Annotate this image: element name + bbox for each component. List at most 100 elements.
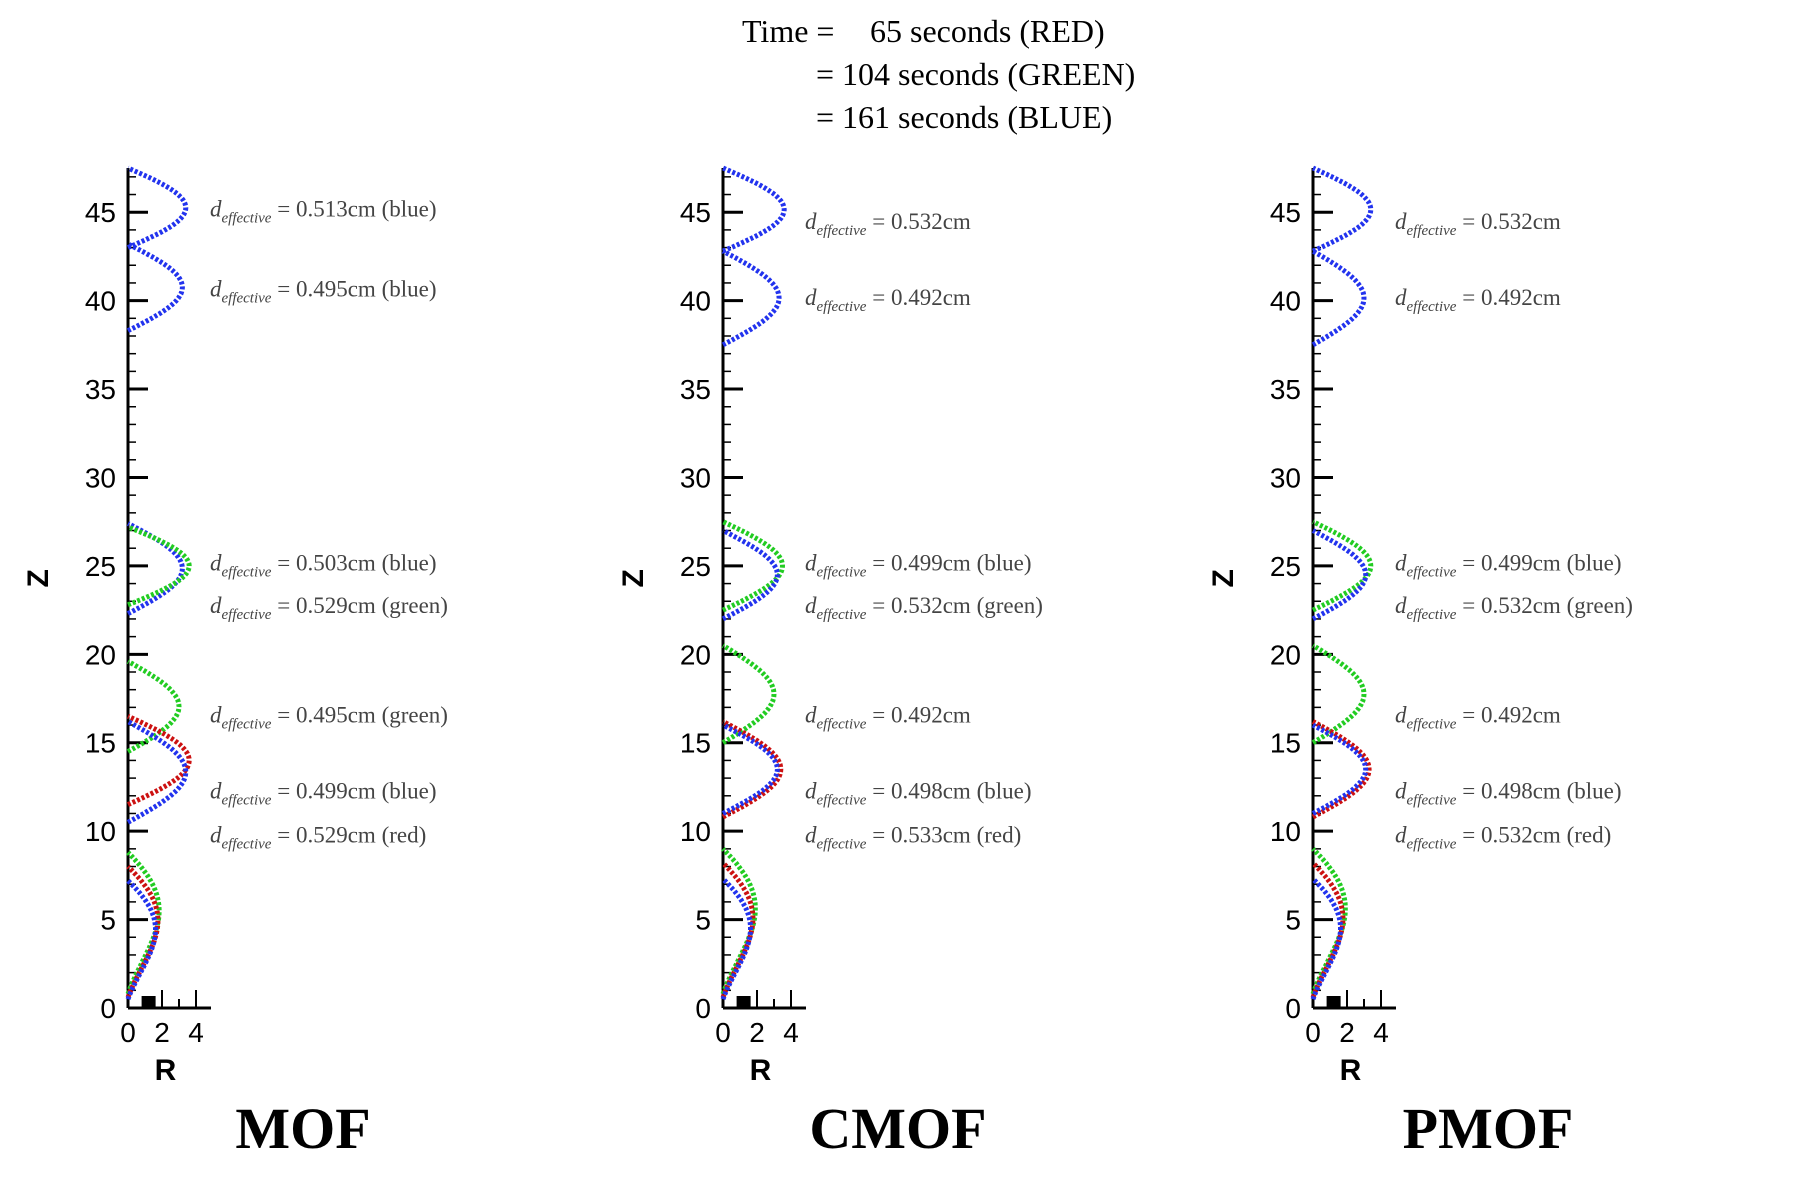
z-tick-label: 20 bbox=[1270, 639, 1301, 670]
diameter-value: 0.533cm bbox=[891, 823, 971, 848]
z-tick-label: 35 bbox=[680, 374, 711, 405]
r-axis-title: R bbox=[1340, 1054, 1362, 1087]
interface-red-8 bbox=[1310, 861, 1346, 999]
diameter-annotation: deffective = 0.532cm (red) bbox=[1395, 823, 1611, 853]
z-axis-title: Z bbox=[617, 569, 650, 587]
interface-red-5 bbox=[1311, 719, 1372, 820]
diameter-color-tag: (blue) bbox=[376, 778, 437, 803]
diameter-color-tag: (blue) bbox=[971, 550, 1032, 575]
interface-blue-6 bbox=[1311, 722, 1369, 816]
z-tick-label: 20 bbox=[85, 639, 116, 670]
z-tick-label: 5 bbox=[695, 905, 711, 936]
r-tick-label: 0 bbox=[1305, 1017, 1321, 1048]
diameter-annotation: deffective = 0.532cm bbox=[1395, 209, 1561, 239]
diameter-value: 0.503cm bbox=[296, 550, 376, 575]
interface-green-4 bbox=[126, 659, 182, 754]
diameter-value: 0.529cm bbox=[296, 593, 376, 618]
diameter-value: 0.492cm bbox=[1481, 702, 1561, 727]
diameter-value: 0.532cm bbox=[891, 593, 971, 618]
z-tick-label: 45 bbox=[85, 197, 116, 228]
diameter-value: 0.532cm bbox=[891, 209, 971, 234]
diameter-color-tag: (blue) bbox=[1561, 550, 1622, 575]
diameter-annotation: deffective = 0.492cm bbox=[805, 702, 971, 732]
r-axis-title: R bbox=[155, 1054, 177, 1087]
diameter-annotation: deffective = 0.495cm (green) bbox=[210, 702, 448, 732]
diameter-color-tag: (red) bbox=[1561, 823, 1611, 848]
interface-blue-6 bbox=[126, 719, 189, 825]
interface-red-8 bbox=[125, 864, 161, 999]
diameter-color-tag: (blue) bbox=[971, 778, 1032, 803]
diameter-annotation: deffective = 0.499cm (blue) bbox=[805, 550, 1031, 580]
z-tick-label: 5 bbox=[100, 905, 116, 936]
interface-blue-9 bbox=[1310, 877, 1343, 1001]
z-tick-label: 10 bbox=[85, 816, 116, 847]
z-tick-label: 0 bbox=[695, 993, 711, 1024]
diameter-annotation: deffective = 0.495cm (blue) bbox=[210, 276, 436, 306]
panel-title: PMOF bbox=[1403, 1096, 1574, 1161]
diameter-value: 0.498cm bbox=[1481, 778, 1561, 803]
diameter-value: 0.532cm bbox=[1481, 823, 1561, 848]
diameter-color-tag: (green) bbox=[971, 593, 1043, 618]
r-tick-label: 2 bbox=[749, 1017, 765, 1048]
diameter-annotation: deffective = 0.529cm (green) bbox=[210, 593, 448, 623]
diameter-annotation: deffective = 0.513cm (blue) bbox=[210, 197, 436, 227]
z-axis-title: Z bbox=[1207, 569, 1240, 587]
diameter-color-tag: (blue) bbox=[376, 276, 437, 301]
z-tick-label: 10 bbox=[1270, 816, 1301, 847]
time-prefix: Time = bbox=[742, 13, 834, 49]
diameter-color-tag: (green) bbox=[376, 702, 448, 727]
diameter-color-tag: (blue) bbox=[376, 550, 437, 575]
diameter-annotation: deffective = 0.498cm (blue) bbox=[805, 778, 1031, 808]
diameter-value: 0.495cm bbox=[296, 276, 376, 301]
diameter-annotation: deffective = 0.532cm (green) bbox=[805, 593, 1043, 623]
z-tick-label: 40 bbox=[85, 286, 116, 317]
r-tick-label: 4 bbox=[783, 1017, 799, 1048]
z-tick-label: 40 bbox=[680, 286, 711, 317]
z-tick-label: 45 bbox=[680, 197, 711, 228]
z-tick-label: 15 bbox=[1270, 728, 1301, 759]
diameter-annotation: deffective = 0.503cm (blue) bbox=[210, 550, 436, 580]
nozzle-block bbox=[1326, 996, 1341, 1008]
diameter-color-tag: (red) bbox=[971, 823, 1021, 848]
interface-blue-3 bbox=[721, 528, 780, 622]
diameter-value: 0.492cm bbox=[891, 285, 971, 310]
r-axis-title: R bbox=[750, 1054, 772, 1087]
diameter-color-tag: (green) bbox=[1561, 593, 1633, 618]
interface-red-8 bbox=[720, 861, 756, 999]
nozzle-block bbox=[141, 996, 156, 1008]
diameter-value: 0.532cm bbox=[1481, 593, 1561, 618]
interface-green-3 bbox=[127, 524, 192, 608]
diameter-annotation: deffective = 0.499cm (blue) bbox=[210, 778, 436, 808]
interface-blue-1 bbox=[721, 248, 782, 348]
interface-green-7 bbox=[1310, 847, 1348, 995]
interface-blue-9 bbox=[125, 878, 158, 1001]
r-tick-label: 0 bbox=[120, 1017, 136, 1048]
z-tick-label: 25 bbox=[680, 551, 711, 582]
diameter-annotation: deffective = 0.492cm bbox=[1395, 285, 1561, 315]
interface-blue-3 bbox=[1311, 528, 1369, 622]
diameter-annotation: deffective = 0.492cm bbox=[1395, 702, 1561, 732]
interface-green-2 bbox=[1311, 519, 1374, 613]
z-tick-label: 35 bbox=[1270, 374, 1301, 405]
r-tick-label: 4 bbox=[1373, 1017, 1389, 1048]
z-tick-label: 45 bbox=[1270, 197, 1301, 228]
interface-blue-6 bbox=[721, 722, 780, 816]
diameter-color-tag: (green) bbox=[376, 593, 448, 618]
diameter-annotation: deffective = 0.533cm (red) bbox=[805, 823, 1021, 853]
r-tick-label: 2 bbox=[154, 1017, 170, 1048]
z-axis-title: Z bbox=[22, 569, 55, 587]
panel-title: CMOF bbox=[809, 1096, 986, 1161]
z-tick-label: 20 bbox=[680, 639, 711, 670]
diameter-value: 0.529cm bbox=[296, 823, 376, 848]
z-tick-label: 30 bbox=[1270, 462, 1301, 493]
time-legend: Time = 65 seconds (RED) = 104 seconds (G… bbox=[742, 13, 1135, 135]
interface-red-5 bbox=[721, 719, 784, 820]
diameter-value: 0.513cm bbox=[296, 197, 376, 222]
z-tick-label: 15 bbox=[85, 728, 116, 759]
r-tick-label: 4 bbox=[188, 1017, 204, 1048]
z-tick-label: 40 bbox=[1270, 286, 1301, 317]
diameter-annotation: deffective = 0.499cm (blue) bbox=[1395, 550, 1621, 580]
interface-blue-0 bbox=[126, 165, 189, 250]
